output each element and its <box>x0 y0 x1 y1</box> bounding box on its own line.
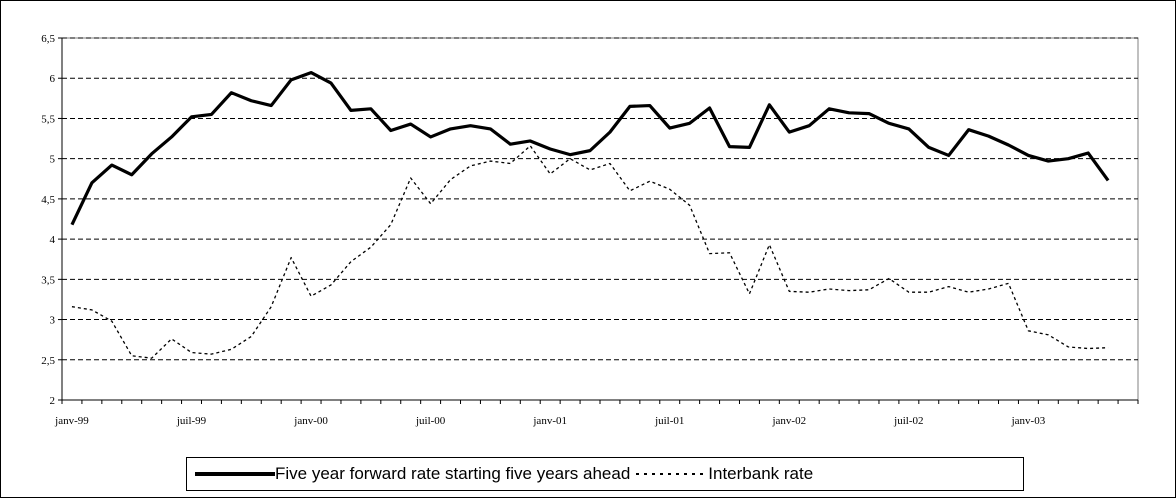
legend-dotted-line-icon <box>636 473 709 475</box>
x-tick-label: juil-02 <box>893 415 923 427</box>
axes <box>58 37 1139 404</box>
x-tick-label: janv-01 <box>532 415 567 427</box>
y-tick-label: 2 <box>50 395 56 407</box>
series-line-forward-rate <box>70 70 1110 226</box>
x-tick-label: janv-00 <box>293 415 328 427</box>
x-tick-label: janv-99 <box>54 415 89 427</box>
legend-item-forward-rate: Five year forward rate starting five yea… <box>195 464 630 484</box>
y-tick-label: 4 <box>50 234 56 246</box>
legend-solid-line-icon <box>195 472 275 476</box>
y-axis-tick-labels: 2 2,5 3 3,5 4 4,5 5 5,5 6 6,5 <box>41 33 55 407</box>
legend-label-forward-rate: Five year forward rate starting five yea… <box>275 464 631 483</box>
y-tick-label: 4,5 <box>41 194 55 206</box>
y-tick-label: 6,5 <box>41 33 55 45</box>
y-tick-label: 5 <box>50 154 56 166</box>
gridlines <box>62 37 1138 361</box>
x-tick-label: janv-03 <box>1011 415 1046 427</box>
series-lines <box>70 70 1110 359</box>
y-tick-label: 6 <box>50 73 56 85</box>
y-tick-label: 2,5 <box>41 355 55 367</box>
y-tick-label: 5,5 <box>41 113 55 125</box>
x-axis-tick-labels: janv-99 juil-99 janv-00 juil-00 janv-01 juil-… <box>54 415 1046 427</box>
x-tick-label: juil-00 <box>415 415 446 427</box>
legend: Five year forward rate starting five yea… <box>186 457 1024 491</box>
plot-area <box>61 37 1139 401</box>
x-tick-label: janv-02 <box>771 415 806 427</box>
x-tick-label: juil-99 <box>176 415 207 427</box>
y-tick-label: 3 <box>50 315 56 327</box>
legend-label-interbank-rate: Interbank rate <box>708 464 814 483</box>
legend-item-interbank-rate: Interbank rate <box>636 464 813 484</box>
y-tick-label: 3,5 <box>41 274 55 286</box>
x-tick-label: juil-01 <box>654 415 684 427</box>
series-line-interbank-rate <box>71 145 1109 359</box>
